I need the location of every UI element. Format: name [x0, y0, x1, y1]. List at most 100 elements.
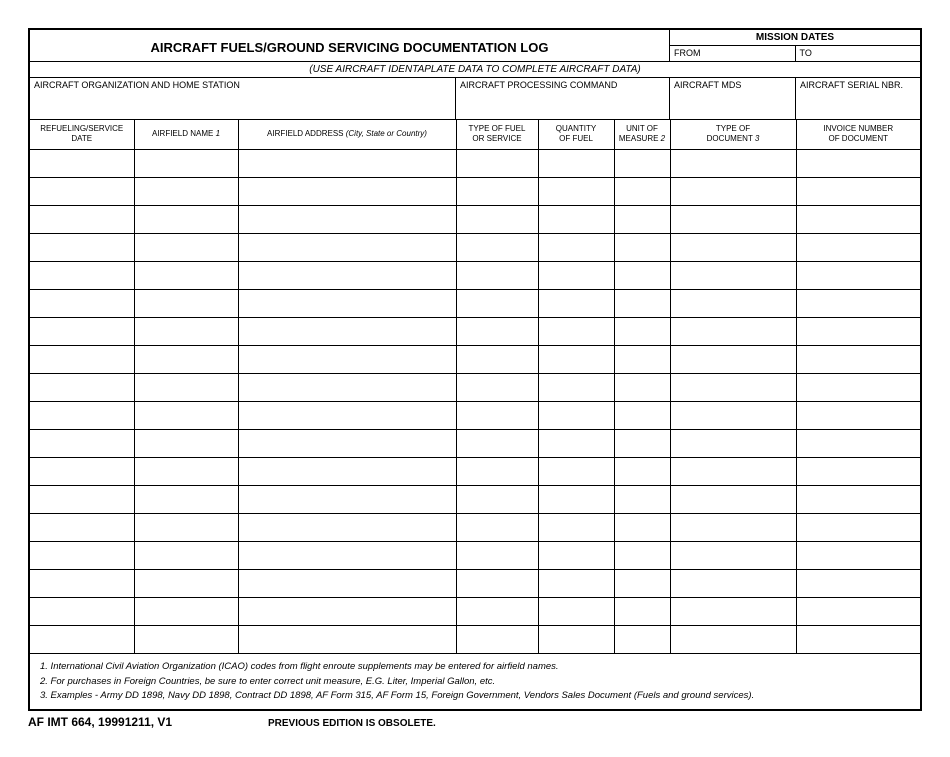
table-cell: [238, 429, 456, 457]
table-cell: [456, 289, 538, 317]
table-cell: [670, 597, 796, 625]
table-cell: [456, 597, 538, 625]
table-cell: [456, 457, 538, 485]
table-cell: [614, 513, 670, 541]
table-cell: [796, 317, 920, 345]
table-cell: [796, 541, 920, 569]
log-table: REFUELING/SERVICE DATE AIRFIELD NAME 1 A…: [30, 120, 920, 653]
table-cell: [456, 373, 538, 401]
col-unit-header: UNIT OF MEASURE 2: [614, 120, 670, 149]
table-cell: [614, 317, 670, 345]
table-cell: [456, 569, 538, 597]
table-cell: [30, 205, 134, 233]
footnote-3: 3. Examples - Army DD 1898, Navy DD 1898…: [40, 689, 910, 703]
table-cell: [134, 373, 238, 401]
table-cell: [614, 485, 670, 513]
table-cell: [30, 541, 134, 569]
table-cell: [670, 401, 796, 429]
col-fueltype-header: TYPE OF FUEL OR SERVICE: [456, 120, 538, 149]
table-cell: [456, 205, 538, 233]
table-cell: [796, 233, 920, 261]
table-cell: [238, 177, 456, 205]
col-qty-header: QUANTITY OF FUEL: [538, 120, 614, 149]
table-cell: [134, 317, 238, 345]
table-cell: [30, 569, 134, 597]
table-cell: [614, 457, 670, 485]
table-row: [30, 177, 920, 205]
aircraft-mds-label: AIRCRAFT MDS: [670, 78, 796, 119]
table-cell: [134, 597, 238, 625]
table-cell: [456, 177, 538, 205]
table-cell: [670, 541, 796, 569]
table-cell: [796, 485, 920, 513]
table-cell: [456, 401, 538, 429]
table-cell: [134, 457, 238, 485]
table-cell: [614, 149, 670, 177]
table-cell: [238, 317, 456, 345]
table-cell: [456, 261, 538, 289]
table-cell: [614, 205, 670, 233]
table-cell: [796, 177, 920, 205]
table-cell: [538, 597, 614, 625]
table-cell: [796, 569, 920, 597]
table-cell: [134, 485, 238, 513]
table-cell: [796, 429, 920, 457]
table-cell: [238, 625, 456, 653]
table-row: [30, 597, 920, 625]
table-row: [30, 541, 920, 569]
table-cell: [238, 485, 456, 513]
table-cell: [134, 541, 238, 569]
table-cell: [796, 401, 920, 429]
col-address-header: AIRFIELD ADDRESS (City, State or Country…: [238, 120, 456, 149]
table-cell: [538, 149, 614, 177]
table-cell: [238, 597, 456, 625]
table-cell: [614, 233, 670, 261]
table-cell: [30, 597, 134, 625]
table-cell: [134, 625, 238, 653]
footnote-2: 2. For purchases in Foreign Countries, b…: [40, 675, 910, 689]
table-cell: [238, 513, 456, 541]
table-cell: [670, 317, 796, 345]
table-cell: [670, 457, 796, 485]
table-cell: [238, 149, 456, 177]
table-cell: [614, 373, 670, 401]
table-cell: [538, 569, 614, 597]
table-cell: [538, 345, 614, 373]
col-date-header: REFUELING/SERVICE DATE: [30, 120, 134, 149]
table-cell: [30, 233, 134, 261]
col-invoice-header: INVOICE NUMBER OF DOCUMENT: [796, 120, 920, 149]
table-cell: [30, 177, 134, 205]
table-cell: [238, 233, 456, 261]
table-cell: [456, 233, 538, 261]
aircraft-serial-label: AIRCRAFT SERIAL NBR.: [796, 78, 920, 119]
table-cell: [614, 429, 670, 457]
table-cell: [30, 149, 134, 177]
table-cell: [670, 149, 796, 177]
processing-command-label: AIRCRAFT PROCESSING COMMAND: [456, 78, 670, 119]
table-row: [30, 233, 920, 261]
aircraft-info-row: AIRCRAFT ORGANIZATION AND HOME STATION A…: [30, 78, 920, 120]
table-cell: [456, 625, 538, 653]
table-cell: [670, 485, 796, 513]
table-cell: [30, 625, 134, 653]
log-body: [30, 149, 920, 653]
table-row: [30, 625, 920, 653]
table-cell: [238, 205, 456, 233]
table-row: [30, 429, 920, 457]
table-cell: [614, 401, 670, 429]
table-row: [30, 373, 920, 401]
table-cell: [614, 597, 670, 625]
table-cell: [796, 625, 920, 653]
table-cell: [238, 569, 456, 597]
table-cell: [538, 289, 614, 317]
table-cell: [614, 289, 670, 317]
table-cell: [456, 541, 538, 569]
table-cell: [796, 373, 920, 401]
table-row: [30, 317, 920, 345]
table-cell: [670, 205, 796, 233]
column-header-row: REFUELING/SERVICE DATE AIRFIELD NAME 1 A…: [30, 120, 920, 149]
table-row: [30, 289, 920, 317]
table-cell: [796, 149, 920, 177]
table-cell: [134, 429, 238, 457]
table-cell: [538, 205, 614, 233]
